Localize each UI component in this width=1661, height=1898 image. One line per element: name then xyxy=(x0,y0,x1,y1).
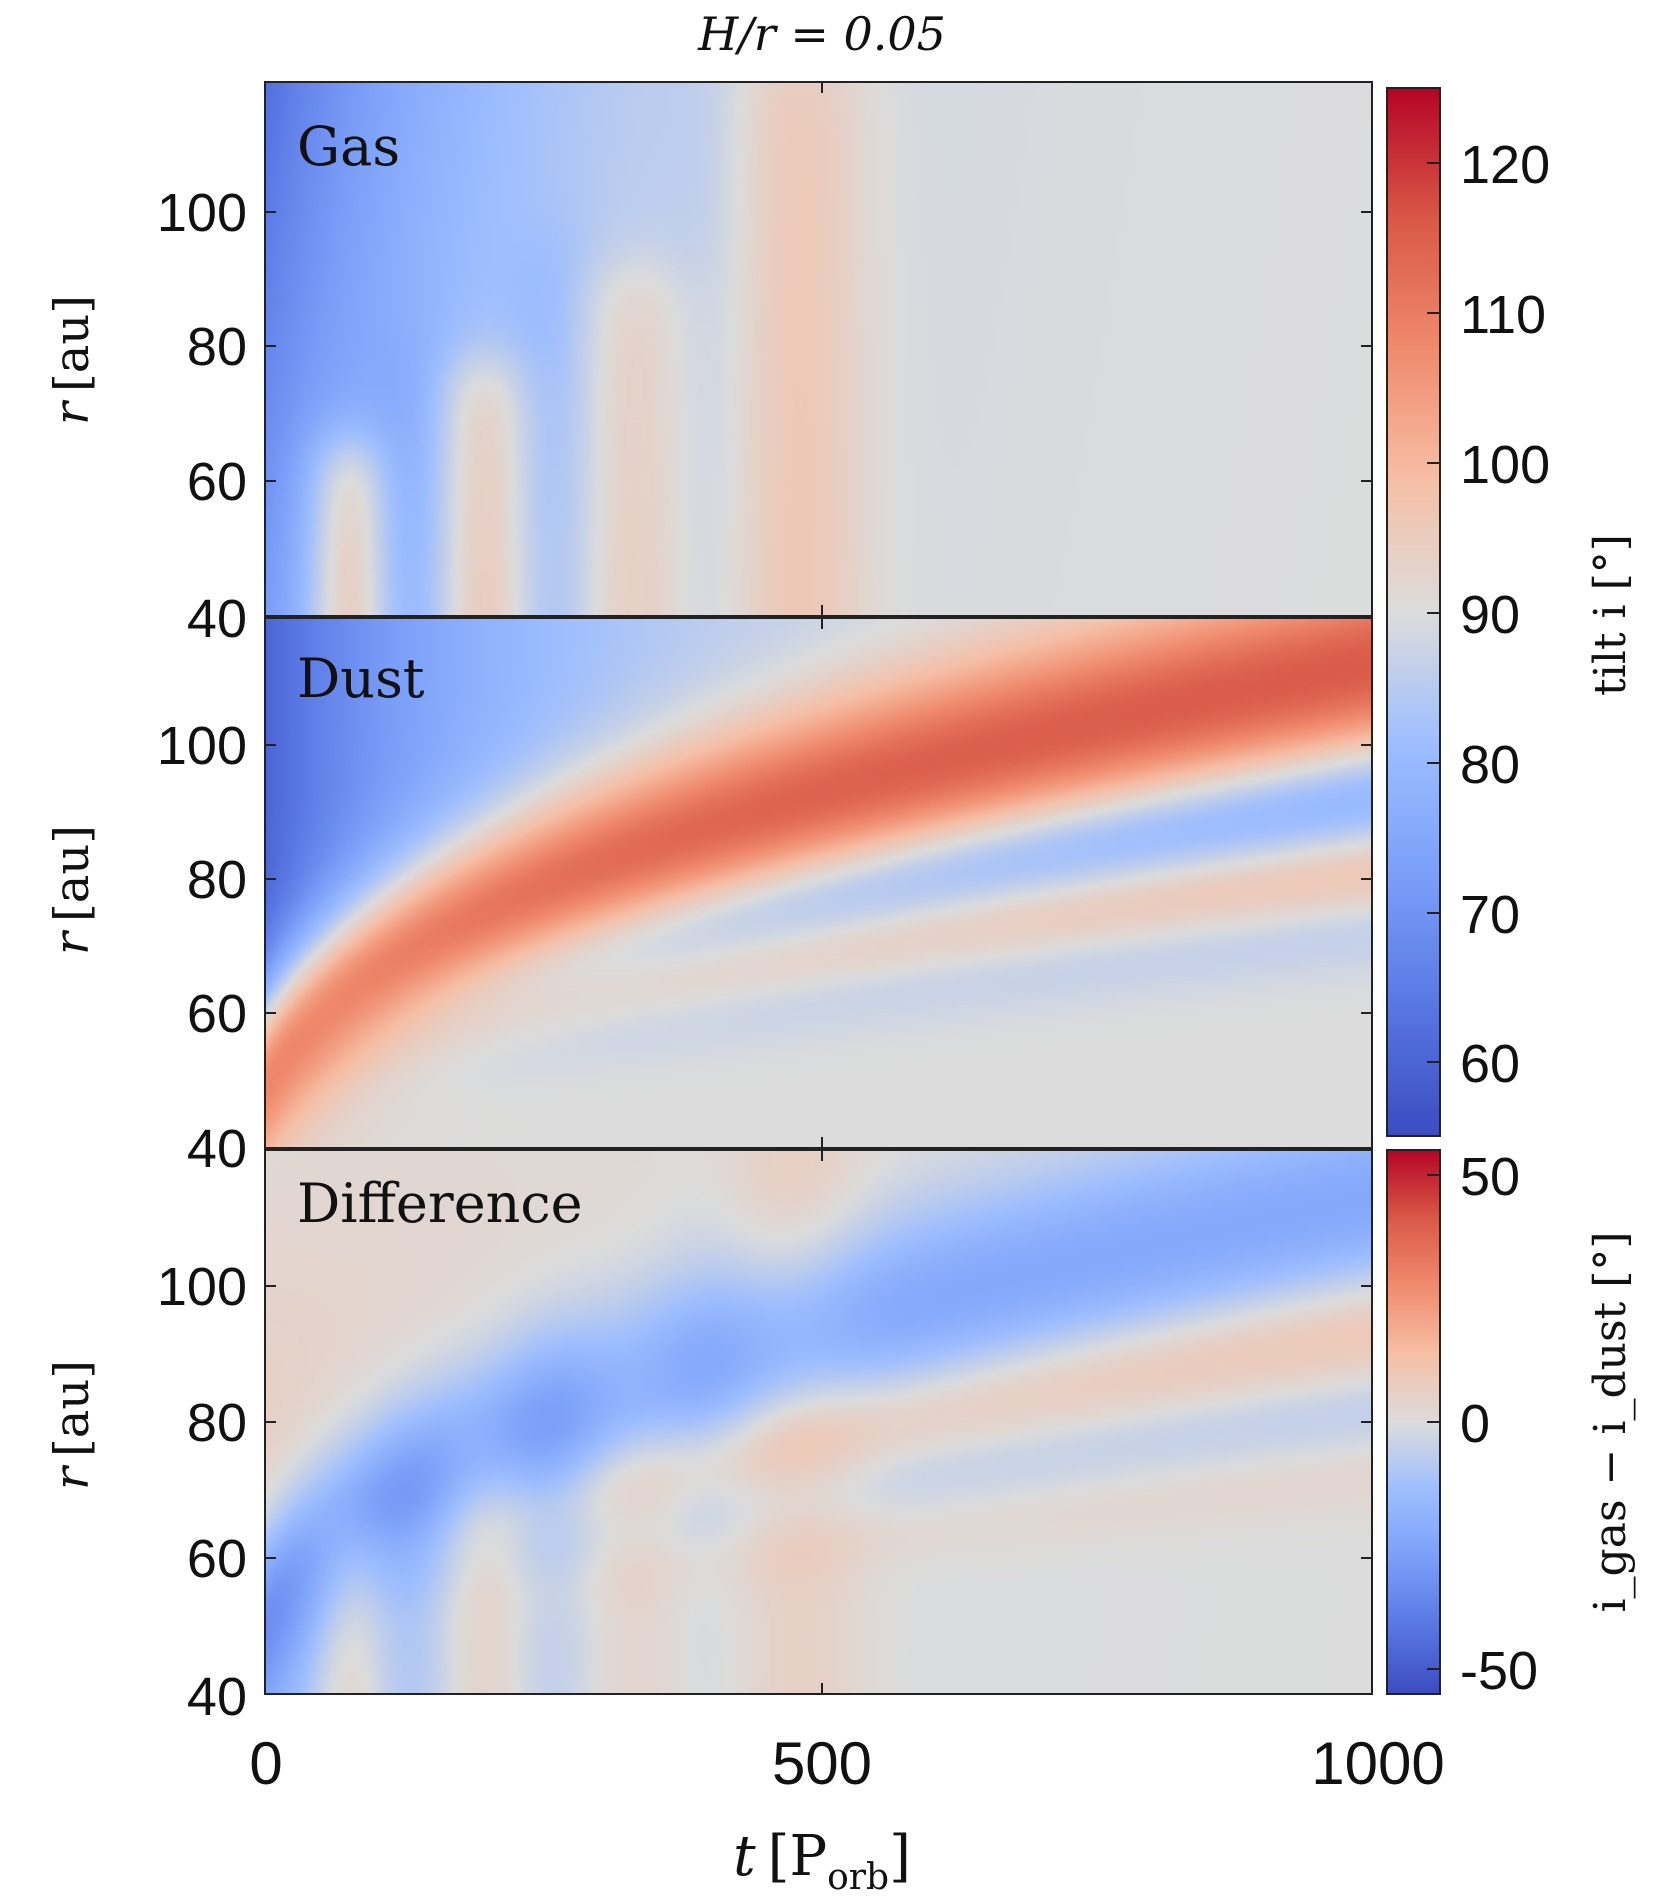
svg-text:r[au]: r[au] xyxy=(44,1360,100,1490)
dust-y-label-var: r xyxy=(44,929,100,955)
svg-text:r[au]: r[au] xyxy=(44,825,100,955)
x-label-unit: P xyxy=(789,1824,827,1889)
cb-tick-label-70: 70 xyxy=(1460,885,1520,945)
cb-tick-label-90: 90 xyxy=(1460,585,1520,645)
dust-y-ticks xyxy=(265,618,1372,1148)
dust-y-axis-label: r[au] xyxy=(44,825,100,955)
colorbar-difference-label: i_gas − i_dust [°] xyxy=(1585,1231,1636,1612)
colorbar-difference-ticks xyxy=(1427,1174,1440,1670)
cb-tick-label-110: 110 xyxy=(1460,285,1546,345)
gas-y-ticklabel-60: 60 xyxy=(187,452,247,512)
gas-y-ticks xyxy=(265,82,1372,617)
gas-y-axis-label: r[au] xyxy=(44,295,100,425)
x-ticklabel-1000: 1000 xyxy=(1311,1730,1444,1797)
dust-panel-label: Dust xyxy=(297,647,425,710)
panel-gas: Gas 40 60 80 100 r[au] xyxy=(44,81,1373,649)
difference-y-label-var: r xyxy=(44,1464,100,1490)
gas-heatmap xyxy=(265,82,1372,616)
difference-y-ticklabel-80: 80 xyxy=(187,1393,247,1453)
difference-heatmap xyxy=(265,1150,1372,1694)
colorbar-tilt-ticks xyxy=(1427,162,1440,1063)
figure-title: H/r = 0.05 xyxy=(697,7,946,61)
gas-y-label-unit: au xyxy=(44,314,100,374)
x-ticklabel-500: 500 xyxy=(772,1730,872,1797)
cb-tick-label-100: 100 xyxy=(1460,435,1550,495)
difference-y-axis-label: r[au] xyxy=(44,1360,100,1490)
colorbar-difference: -50 0 50 i_gas − i_dust [°] xyxy=(1386,1147,1636,1701)
cb-tick-label-60: 60 xyxy=(1460,1034,1520,1094)
gas-frame xyxy=(264,81,1373,617)
gas-y-label-var: r xyxy=(44,399,100,425)
x-label-var: t xyxy=(733,1824,756,1889)
gas-panel-label: Gas xyxy=(297,115,400,178)
x-axis-label: t [Porb] xyxy=(733,1824,911,1898)
cb-tick-label-120: 120 xyxy=(1460,135,1550,195)
dust-heatmap xyxy=(265,618,1372,1148)
difference-panel-label: Difference xyxy=(297,1172,583,1235)
dust-y-ticklabel-80: 80 xyxy=(187,850,247,910)
gas-y-ticklabel-40: 40 xyxy=(187,589,247,649)
dust-frame xyxy=(264,617,1373,1149)
cbd-tick-label-50: 50 xyxy=(1460,1147,1520,1207)
svg-text:r[au]: r[au] xyxy=(44,295,100,425)
gas-y-ticklabel-80: 80 xyxy=(187,317,247,377)
colorbar-tilt-label: tilt i [°] xyxy=(1585,534,1636,696)
difference-y-ticklabel-100: 100 xyxy=(157,1257,247,1317)
difference-y-ticklabel-40: 40 xyxy=(187,1667,247,1727)
difference-y-label-unit: au xyxy=(44,1379,100,1439)
difference-ticks xyxy=(265,1150,1372,1694)
cb-tick-label-80: 80 xyxy=(1460,735,1520,795)
x-ticklabel-0: 0 xyxy=(249,1730,282,1797)
x-axis: 0 500 1000 t [Porb] xyxy=(249,1730,1444,1898)
dust-y-ticklabel-40: 40 xyxy=(187,1119,247,1179)
dust-y-label-unit: au xyxy=(44,844,100,904)
gas-y-ticklabel-100: 100 xyxy=(157,183,247,243)
colorbar-tilt: 60 70 80 90 100 110 120 tilt i [°] xyxy=(1386,87,1636,1137)
x-label-unit-sub: orb xyxy=(827,1857,889,1898)
cbd-tick-label-0: 0 xyxy=(1460,1394,1490,1454)
dust-y-ticklabel-60: 60 xyxy=(187,984,247,1044)
dust-y-ticklabel-100: 100 xyxy=(157,716,247,776)
difference-y-ticklabel-60: 60 xyxy=(187,1529,247,1589)
panel-dust: Dust 40 60 80 100 r[au] xyxy=(44,617,1373,1179)
cbd-tick-label-minus50: -50 xyxy=(1460,1641,1538,1701)
panel-difference: Difference 40 60 80 100 r[au] xyxy=(44,1149,1373,1727)
